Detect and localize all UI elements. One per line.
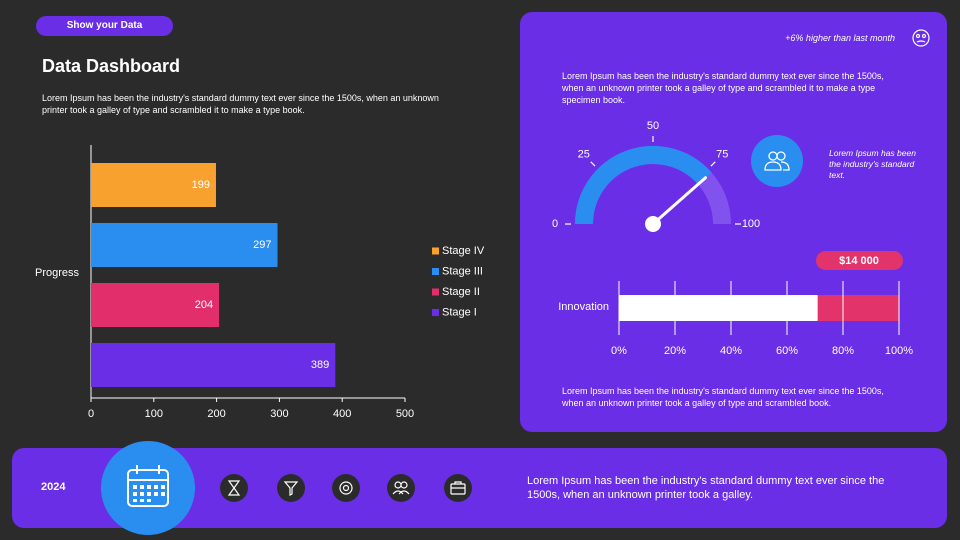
bar-segment xyxy=(619,295,818,321)
title: Data Dashboard xyxy=(42,56,181,76)
x-tick-label: 100% xyxy=(885,345,913,357)
gauge-tick xyxy=(710,161,716,167)
x-tick-label: 500 xyxy=(396,408,414,420)
gauge-fill xyxy=(575,146,712,225)
badge: Show your Data xyxy=(36,16,173,36)
people-icon xyxy=(751,135,803,187)
data-label: 204 xyxy=(195,299,213,311)
bar xyxy=(91,343,336,387)
legend-swatch xyxy=(432,247,439,255)
category-label: Innovation xyxy=(558,301,609,313)
gauge-tick-label: 75 xyxy=(716,149,728,161)
data-label: 389 xyxy=(311,359,329,371)
note: +6% higher than last month xyxy=(785,33,895,43)
x-tick-label: 100 xyxy=(145,408,163,420)
x-tick-label: 0 xyxy=(88,408,94,420)
legend-label: Stage III xyxy=(442,265,483,277)
x-tick-label: 40% xyxy=(720,345,742,357)
x-tick-label: 80% xyxy=(832,345,854,357)
annotation-badge xyxy=(816,251,903,270)
x-tick-label: 300 xyxy=(270,408,288,420)
year: 2024 xyxy=(41,481,66,493)
annotation: $14 000 xyxy=(839,255,879,267)
category-label: Progress xyxy=(35,267,80,279)
x-tick-label: 200 xyxy=(207,408,225,420)
x-tick-label: 20% xyxy=(664,345,686,357)
description: Lorem Ipsum has been the industry's stan… xyxy=(42,93,439,115)
bar xyxy=(91,163,216,207)
footer-text: Lorem Ipsum has been the industry's stan… xyxy=(527,475,885,501)
outro: Lorem Ipsum has been the industry's stan… xyxy=(562,386,884,408)
data-label: 297 xyxy=(253,239,271,251)
side-text: Lorem Ipsum has been the industry's stan… xyxy=(829,148,916,180)
legend-label: Stage II xyxy=(442,286,480,298)
gauge-hub xyxy=(645,216,661,232)
gauge-tick-label: 25 xyxy=(578,149,590,161)
x-tick-label: 400 xyxy=(333,408,351,420)
bar xyxy=(91,223,278,267)
bar xyxy=(91,283,220,327)
intro: Lorem Ipsum has been the industry's stan… xyxy=(562,71,884,105)
legend-swatch xyxy=(432,268,439,275)
x-tick-label: 60% xyxy=(776,345,798,357)
data-label: 199 xyxy=(192,179,210,191)
gauge-tick-label: 0 xyxy=(552,218,558,230)
legend-label: Stage I xyxy=(442,306,477,318)
gauge-tick xyxy=(590,161,596,167)
legend-swatch xyxy=(432,309,439,316)
x-tick-label: 0% xyxy=(611,345,627,357)
face-icon xyxy=(912,29,930,47)
legend-swatch xyxy=(432,288,439,296)
gauge-tick-label: 100 xyxy=(742,218,760,230)
bar-segment xyxy=(817,295,899,321)
icon-row xyxy=(220,474,472,502)
gauge-needle xyxy=(651,176,708,226)
legend-label: Stage IV xyxy=(442,245,485,257)
calendar-icon xyxy=(101,441,195,535)
gauge-tick-label: 50 xyxy=(647,120,659,132)
